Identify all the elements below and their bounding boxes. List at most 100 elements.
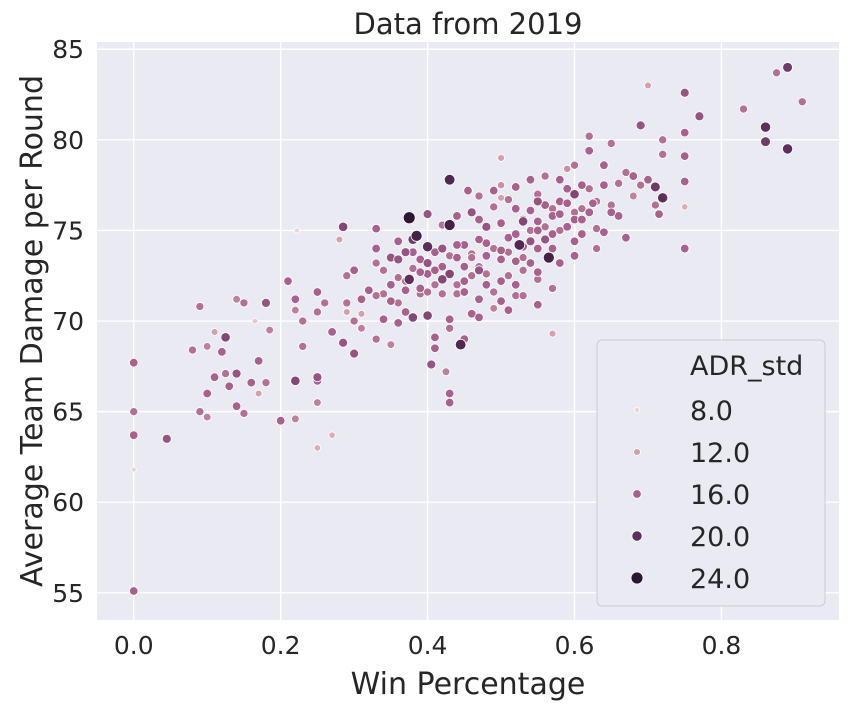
data-point [496,245,506,256]
data-point [525,258,536,268]
data-point [525,236,536,247]
data-point [533,267,543,277]
data-point [253,356,264,366]
data-point [454,338,467,351]
data-point [320,298,330,308]
data-point [474,265,484,276]
data-point [497,193,505,202]
data-point [525,175,536,185]
legend-label-2: 16.0 [690,480,750,511]
data-point [422,241,434,253]
data-point [511,229,521,239]
data-point [254,389,263,398]
data-point [386,340,396,349]
data-point [338,337,349,348]
data-point [588,198,598,208]
legend-title: ADR_std [690,351,803,382]
data-point [371,243,381,254]
legend-label-3: 20.0 [690,522,750,553]
data-point [629,191,638,201]
data-point [540,171,550,181]
data-point [606,207,616,218]
data-point [400,285,411,295]
data-point [459,287,470,297]
data-point [466,309,477,319]
data-point [357,309,366,318]
legend-label-0: 8.0 [690,396,733,427]
data-point [644,81,652,90]
data-point [760,136,771,147]
data-point [342,308,351,316]
data-point [628,171,638,181]
data-point [400,247,411,258]
data-point [452,280,462,290]
data-point [548,329,557,338]
data-point [599,180,609,190]
data-point [161,433,172,444]
data-point [563,164,572,173]
data-point [459,276,470,286]
data-point [555,258,565,268]
data-point [312,287,323,297]
data-point [518,265,528,275]
data-point [489,202,499,212]
data-point [291,414,300,424]
data-point [463,185,473,196]
grid-lines [97,42,839,620]
data-point [452,252,462,263]
data-point [577,214,587,225]
data-point [503,271,513,281]
data-point [654,209,664,219]
data-point [569,189,580,200]
data-point [202,388,212,399]
data-point [584,207,594,218]
data-point [444,314,455,324]
data-point [402,211,416,225]
data-point [547,229,558,239]
data-point [489,185,499,196]
data-point [129,430,139,440]
data-point [371,258,381,268]
data-point [518,291,528,301]
data-point [797,97,807,107]
data-point [452,211,462,221]
data-point [202,412,212,422]
data-point [422,209,433,220]
data-point [533,243,543,254]
data-point [658,149,668,159]
data-point [265,325,274,335]
y-tick-label-2: 65 [52,398,84,427]
data-point [437,261,447,272]
data-point [511,280,521,290]
data-point [584,131,594,141]
data-point [349,348,360,359]
data-point [379,289,389,299]
data-point [772,68,782,78]
data-point [386,280,396,290]
data-point [129,407,139,417]
data-point [393,236,403,247]
y-tick-label-0: 55 [52,579,84,608]
data-point [437,274,448,285]
data-point [555,209,565,219]
data-point [452,240,462,250]
x-tick-label-2: 0.4 [408,631,448,660]
data-point [635,120,646,131]
data-point [426,359,437,370]
data-point [474,191,484,201]
data-point [393,318,403,328]
data-point [422,258,433,268]
data-point [261,298,271,308]
data-point [246,377,256,388]
data-point [430,343,440,353]
data-point [430,280,440,290]
data-point [621,232,631,243]
data-point [415,283,425,294]
data-point [518,253,528,263]
data-point [415,267,425,277]
data-point [217,347,227,357]
data-point [130,466,137,473]
data-point [650,181,661,193]
data-point [474,234,484,245]
data-point [503,195,513,205]
